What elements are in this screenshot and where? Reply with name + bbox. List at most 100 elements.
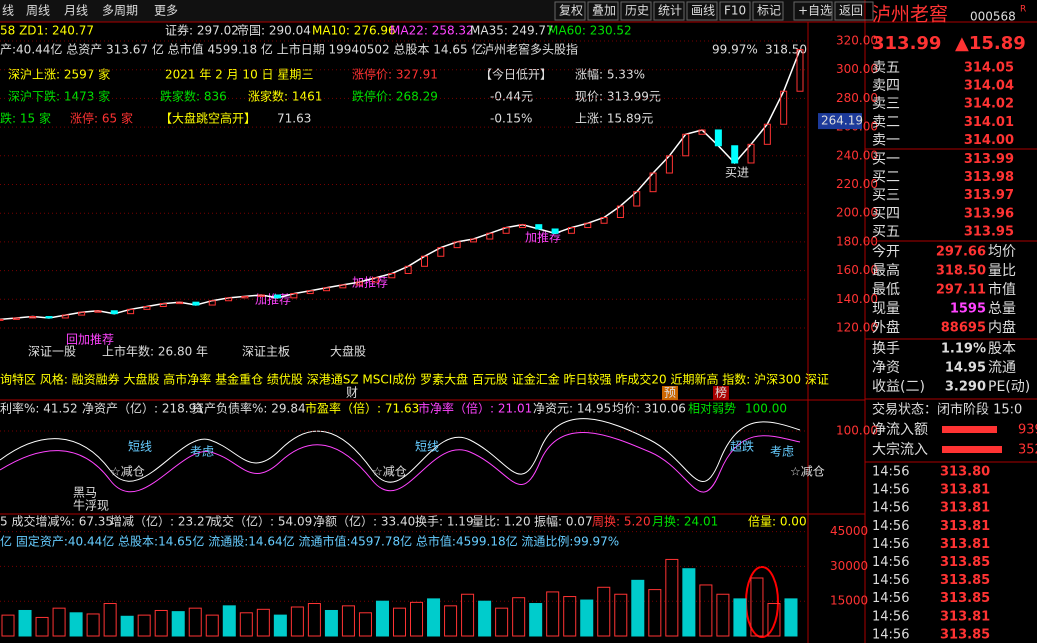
candle	[127, 308, 135, 315]
stat-value: 14.95	[945, 361, 986, 376]
toolbar-button-frame	[834, 1, 874, 21]
volume-bar	[307, 603, 321, 637]
candle	[682, 133, 690, 157]
price-change: ▲15.89	[955, 33, 1026, 54]
candle	[747, 143, 755, 164]
volume-stat: 增减（亿）: 23.27	[110, 514, 212, 529]
order-label: 卖一	[872, 132, 900, 148]
trade-time: 14:56	[872, 537, 909, 552]
trade-time: 14:56	[872, 591, 909, 606]
stat-suffix: 均价	[988, 244, 1016, 260]
order-label: 买一	[872, 152, 900, 168]
candle	[94, 310, 102, 313]
toolbar-button-frame	[554, 1, 586, 21]
toolbar-tab[interactable]: 月线	[64, 4, 88, 18]
candle	[535, 224, 543, 230]
toolbar-button[interactable]: 返回	[839, 4, 863, 18]
annotation: 买进	[725, 166, 749, 180]
flow-bar	[942, 446, 1002, 453]
toolbar-button[interactable]: +自选	[798, 4, 832, 18]
candle	[355, 281, 363, 286]
candle	[486, 232, 494, 240]
toolbar-button[interactable]: F10	[724, 4, 746, 18]
volume-bar	[648, 589, 662, 637]
order-price: 314.02	[964, 97, 1014, 112]
trade-time: 14:56	[872, 519, 909, 534]
stat-suffix: 股本	[988, 341, 1016, 357]
volume-bar	[103, 603, 117, 637]
volume-bar	[18, 609, 32, 637]
candle	[698, 129, 706, 135]
ratio: 99.97%	[712, 43, 758, 57]
toolbar-button[interactable]: 复权	[559, 4, 583, 18]
candle	[502, 227, 510, 234]
volume-bar	[427, 598, 441, 637]
y-tick-label: 220.00	[836, 177, 878, 191]
candle	[110, 310, 118, 315]
candle	[78, 311, 86, 316]
candle	[29, 316, 37, 319]
trade-price: 313.81	[940, 609, 990, 624]
ma-value: MA60: 230.52	[548, 24, 632, 38]
y-tick-label: 160.00	[836, 263, 878, 277]
toolbar-button[interactable]: 统计	[658, 4, 682, 18]
indicator-value: 58 ZD1: 240.77	[0, 24, 94, 38]
volume-bar	[461, 593, 475, 637]
stat-suffix: 流通	[988, 360, 1016, 376]
stat-label: 最低	[872, 282, 900, 298]
candle	[469, 238, 477, 243]
order-price: 314.01	[964, 115, 1014, 130]
toolbar-tab[interactable]: 多周期	[102, 4, 138, 18]
stock-name: 泸州老窖	[872, 4, 948, 26]
annotation: 加推荐	[352, 276, 388, 290]
trade-time: 14:56	[872, 465, 909, 480]
toolbar	[0, 0, 865, 22]
candle	[600, 217, 608, 224]
toolbar-tab[interactable]: 更多	[154, 4, 178, 18]
stat-suffix: 总量	[988, 301, 1016, 317]
trade-price: 313.85	[940, 591, 990, 606]
stat-value: 318.50	[936, 264, 986, 279]
annotation: 回加推荐	[66, 333, 114, 347]
volume-bar	[495, 607, 509, 637]
stat-value: 297.66	[936, 245, 986, 260]
market-stat: 【今日低开】	[480, 67, 552, 82]
toolbar-button[interactable]: 历史	[625, 4, 649, 18]
toolbar-button[interactable]: 画线	[691, 4, 715, 18]
toolbar-tab[interactable]: 周线	[26, 4, 50, 18]
indicator-stat: 市净率（倍）: 21.01	[418, 401, 532, 416]
volume-bar	[1, 614, 15, 637]
annotation: 深证主板	[242, 345, 290, 359]
candle	[306, 290, 314, 295]
toolbar-button-frame	[587, 1, 619, 21]
candle	[796, 49, 804, 92]
market-stat: 【大盘跳空高开】	[160, 111, 256, 126]
volume-bar	[716, 593, 730, 637]
toolbar-button[interactable]: 标记	[757, 4, 781, 18]
candle	[339, 284, 347, 289]
order-label: 买三	[872, 188, 900, 204]
volume-bar	[273, 614, 287, 637]
volume-stat: 量比: 1.20	[472, 515, 531, 529]
toolbar-button-frame	[686, 1, 718, 21]
order-label: 卖二	[872, 114, 900, 130]
candle	[0, 318, 4, 321]
stat-suffix: 内盘	[988, 319, 1016, 336]
order-label: 卖五	[872, 60, 900, 76]
volume-bar	[239, 612, 253, 637]
signal-label: 考虑	[190, 445, 214, 459]
candle	[714, 129, 722, 147]
candle	[633, 191, 641, 207]
volume-bar	[358, 612, 372, 637]
toolbar-button-frame	[620, 1, 652, 21]
volume-bar	[69, 612, 83, 637]
flow-label: 大宗流入	[872, 442, 928, 458]
candle	[616, 205, 624, 219]
volume-bar	[750, 577, 764, 637]
toolbar-tab[interactable]: 线	[2, 4, 14, 18]
toolbar-button[interactable]: 叠加	[592, 4, 616, 18]
candle	[143, 305, 151, 310]
volume-bar	[580, 599, 594, 637]
y-tick-label: 300.00	[836, 62, 878, 76]
